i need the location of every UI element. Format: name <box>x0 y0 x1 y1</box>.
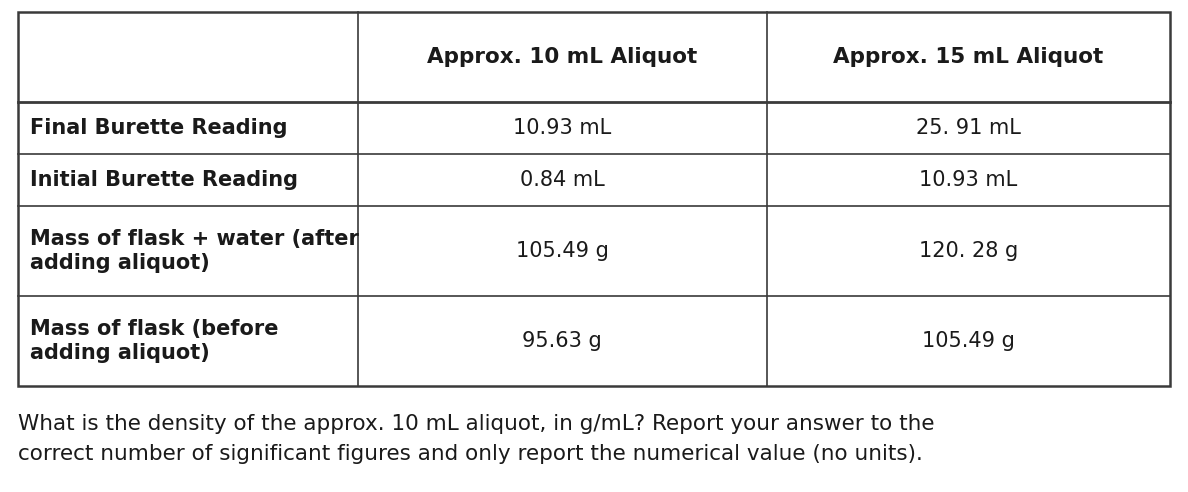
Text: 0.84 mL: 0.84 mL <box>520 170 605 190</box>
Text: 10.93 mL: 10.93 mL <box>920 170 1018 190</box>
Text: What is the density of the approx. 10 mL aliquot, in g/mL? Report your answer to: What is the density of the approx. 10 mL… <box>18 414 935 434</box>
Text: 25. 91 mL: 25. 91 mL <box>916 118 1020 138</box>
Text: 105.49 g: 105.49 g <box>922 331 1015 351</box>
Bar <box>18 12 1170 386</box>
Text: Approx. 15 mL Aliquot: Approx. 15 mL Aliquot <box>833 47 1104 67</box>
Text: correct number of significant figures and only report the numerical value (no un: correct number of significant figures an… <box>18 444 923 464</box>
Text: Approx. 10 mL Aliquot: Approx. 10 mL Aliquot <box>428 47 697 67</box>
Text: 10.93 mL: 10.93 mL <box>513 118 612 138</box>
Text: Final Burette Reading: Final Burette Reading <box>30 118 287 138</box>
Text: Mass of flask + water (after
adding aliquot): Mass of flask + water (after adding aliq… <box>30 229 359 273</box>
Text: Initial Burette Reading: Initial Burette Reading <box>30 170 298 190</box>
Text: Mass of flask (before
adding aliquot): Mass of flask (before adding aliquot) <box>30 319 278 363</box>
Text: 120. 28 g: 120. 28 g <box>918 241 1018 261</box>
Text: 95.63 g: 95.63 g <box>523 331 602 351</box>
Text: 105.49 g: 105.49 g <box>516 241 608 261</box>
